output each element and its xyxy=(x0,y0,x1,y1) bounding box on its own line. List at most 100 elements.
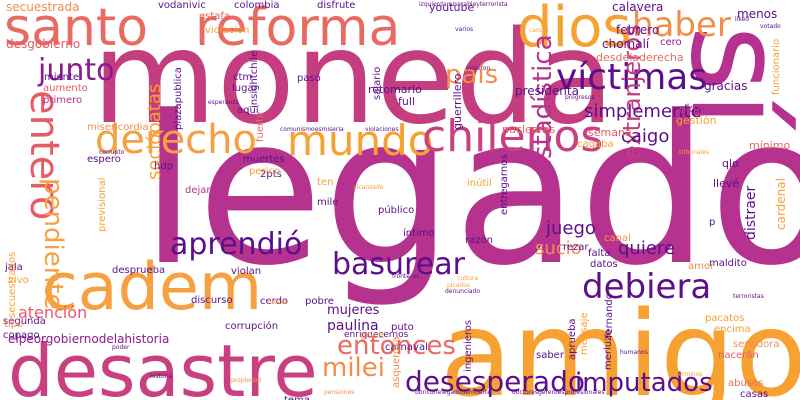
word: poder xyxy=(112,344,130,351)
word: razón xyxy=(465,235,493,246)
word: desdeladerecha xyxy=(596,51,684,64)
word: aprueba xyxy=(567,318,578,360)
word: varios xyxy=(455,26,474,33)
word: aprendió xyxy=(170,227,303,262)
word: amigo xyxy=(440,285,800,400)
word: izquierdamiserableyterrorista xyxy=(419,1,508,8)
word: funcionario xyxy=(771,38,782,95)
word: merluzo xyxy=(603,329,614,371)
word: doctoresgerentesprofesionales xyxy=(512,389,605,396)
word: saber xyxy=(536,350,564,361)
word: tipo xyxy=(4,319,24,330)
word: humanos xyxy=(620,349,648,356)
word: cerdo xyxy=(260,296,289,307)
word: vivo xyxy=(8,275,29,286)
word: falta xyxy=(588,248,611,259)
word: cadem xyxy=(42,250,263,325)
word: derecho xyxy=(95,117,257,163)
word: canal xyxy=(604,233,631,244)
word: simplemente xyxy=(584,101,702,122)
word: asquerosa xyxy=(391,336,402,388)
word: chomalí xyxy=(602,37,650,51)
word: insightchile xyxy=(249,50,260,108)
word: desprueba xyxy=(112,265,166,276)
word: full xyxy=(398,95,415,108)
word: violan xyxy=(231,266,262,277)
word: pacatos xyxy=(705,313,745,324)
word: mile xyxy=(317,197,339,208)
word: espero xyxy=(87,154,121,165)
word: secuestrada xyxy=(6,0,80,14)
word: reforma xyxy=(195,0,401,58)
word: fuerte xyxy=(255,111,266,142)
word: terroristas xyxy=(733,293,764,300)
word: lugar xyxy=(232,83,258,94)
word: historia xyxy=(150,373,173,380)
word: nucleares xyxy=(502,123,556,136)
word: atención xyxy=(18,303,88,322)
word: dejaron xyxy=(185,185,223,196)
word: entonces xyxy=(337,331,456,361)
word: ctm xyxy=(233,72,253,83)
word: plazapublica xyxy=(173,67,184,130)
word: vinieron xyxy=(466,65,491,72)
word: liked xyxy=(735,16,750,23)
word: desastre xyxy=(8,329,318,400)
word: cero xyxy=(660,37,682,48)
word: progresos xyxy=(565,94,595,101)
word: carnaval xyxy=(385,342,428,353)
word: semana xyxy=(588,126,632,139)
word: jala xyxy=(5,262,23,273)
word: discurso xyxy=(191,295,233,306)
word: secuestrados xyxy=(7,251,18,318)
word: tribunales xyxy=(679,149,710,156)
word: calavera xyxy=(612,0,664,14)
word: dios xyxy=(517,0,632,60)
word: cagaba xyxy=(577,139,614,150)
word: santo xyxy=(4,0,149,58)
word: milei xyxy=(322,353,385,383)
word: mujeres xyxy=(327,303,380,318)
word: ingenieros xyxy=(463,319,474,372)
word: youtube xyxy=(429,1,475,14)
word: perico xyxy=(249,166,281,177)
word: esperanza xyxy=(208,99,240,106)
word: propiedad xyxy=(231,377,262,384)
word: colombia xyxy=(234,0,280,11)
word: gestión xyxy=(676,114,717,127)
word: imputados xyxy=(575,368,713,398)
word: comunismoesmiseria xyxy=(280,126,344,133)
word: guerrillero xyxy=(451,73,464,130)
word: debiera xyxy=(582,267,712,307)
word: goce xyxy=(360,330,385,341)
word: maldito xyxy=(709,258,747,269)
word: cardenal xyxy=(774,178,788,230)
word: previsional xyxy=(97,177,108,232)
word: íntimo xyxy=(403,228,435,239)
word: víctimas xyxy=(556,57,708,98)
word: quiere xyxy=(618,238,675,259)
word: nacerán xyxy=(718,350,759,361)
word: desesperado xyxy=(405,365,585,398)
word: junto xyxy=(38,53,115,88)
word: denunciado xyxy=(445,288,481,295)
word: corrupción xyxy=(225,321,279,332)
word: fuerza xyxy=(268,299,287,306)
word: pensiones xyxy=(324,389,355,396)
word: sucio xyxy=(535,238,582,259)
word: basurear xyxy=(332,247,465,282)
word: casas xyxy=(740,389,769,400)
word: ten xyxy=(317,177,334,188)
word: violaciones xyxy=(365,126,399,133)
word: estadística xyxy=(528,34,558,175)
word: caigo xyxy=(621,126,670,147)
word: violación xyxy=(205,25,250,36)
word: pendiente xyxy=(38,178,68,310)
word: aumento xyxy=(43,83,88,94)
word: corrupto xyxy=(99,149,125,156)
word: fronteras xyxy=(392,273,420,280)
word: entregarnos xyxy=(499,154,510,215)
word: inútil xyxy=(467,178,492,189)
word: legado xyxy=(140,73,800,311)
